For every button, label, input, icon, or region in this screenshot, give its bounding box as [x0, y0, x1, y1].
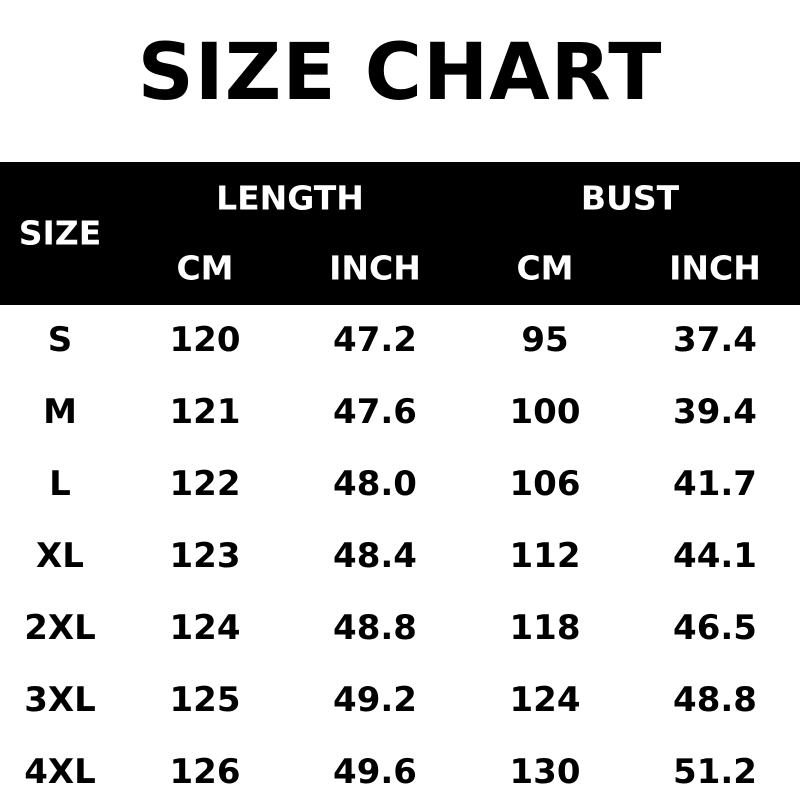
- cell-bust-cm: 100: [509, 392, 581, 432]
- cell-length-inch: 47.2: [333, 320, 417, 360]
- cell-bust-inch: 41.7: [673, 464, 757, 504]
- cell-length-inch: 47.6: [333, 392, 417, 432]
- cell-length-cm: 122: [169, 464, 241, 504]
- cell-size: L: [49, 464, 71, 504]
- cell-size: XL: [36, 536, 84, 576]
- cell-length-inch: 49.2: [333, 680, 417, 720]
- cell-bust-cm: 112: [509, 536, 581, 576]
- cell-bust-inch: 44.1: [673, 536, 757, 576]
- cell-bust-inch: 46.5: [673, 608, 757, 648]
- cell-bust-inch: 51.2: [673, 752, 757, 792]
- cell-length-cm: 126: [169, 752, 241, 792]
- cell-length-inch: 49.6: [333, 752, 417, 792]
- cell-length-cm: 121: [169, 392, 241, 432]
- cell-bust-cm: 106: [509, 464, 581, 504]
- cell-bust-inch: 48.8: [673, 680, 757, 720]
- header-size: SIZE: [18, 213, 102, 253]
- cell-length-cm: 123: [169, 536, 241, 576]
- cell-length-inch: 48.4: [333, 536, 417, 576]
- cell-size: M: [43, 392, 77, 432]
- cell-size: 4XL: [24, 752, 96, 792]
- table-header: SIZE LENGTH BUST CM INCH CM INCH: [0, 162, 800, 305]
- cell-bust-cm: 130: [509, 752, 581, 792]
- cell-length-inch: 48.8: [333, 608, 417, 648]
- cell-bust-inch: 37.4: [673, 320, 757, 360]
- cell-bust-cm: 118: [509, 608, 581, 648]
- header-length-cm: CM: [176, 248, 234, 288]
- header-bust-cm: CM: [516, 248, 574, 288]
- cell-bust-inch: 39.4: [673, 392, 757, 432]
- cell-length-cm: 125: [169, 680, 241, 720]
- page-title: SIZE CHART: [137, 28, 663, 118]
- cell-bust-cm: 95: [521, 320, 569, 360]
- header-length: LENGTH: [216, 178, 364, 218]
- header-length-inch: INCH: [329, 248, 421, 288]
- cell-size: S: [47, 320, 73, 360]
- cell-size: 2XL: [24, 608, 96, 648]
- cell-length-cm: 124: [169, 608, 241, 648]
- header-bust-inch: INCH: [669, 248, 761, 288]
- cell-length-inch: 48.0: [333, 464, 417, 504]
- cell-bust-cm: 124: [509, 680, 581, 720]
- cell-size: 3XL: [24, 680, 96, 720]
- cell-length-cm: 120: [169, 320, 241, 360]
- header-bust: BUST: [580, 178, 680, 218]
